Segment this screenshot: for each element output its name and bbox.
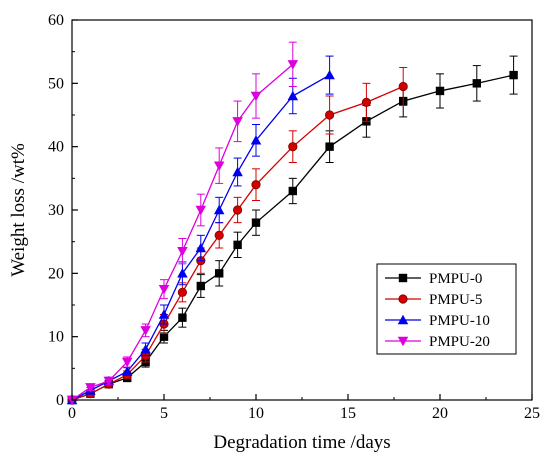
data-point [288, 142, 298, 152]
data-point [177, 287, 187, 297]
x-tick-label: 10 [248, 405, 264, 422]
series-line [71, 63, 294, 401]
data-point [251, 218, 261, 227]
data-point [435, 86, 445, 96]
data-point [509, 70, 518, 80]
legend-marker [397, 314, 409, 325]
y-tick-label: 40 [48, 139, 64, 156]
data-point [251, 180, 261, 190]
data-point [213, 161, 225, 171]
data-point [287, 60, 299, 70]
data-point [158, 309, 170, 319]
data-point [178, 313, 187, 322]
data-point [121, 366, 133, 376]
legend-marker [398, 294, 408, 304]
y-tick-label: 0 [56, 392, 64, 409]
data-point [215, 269, 224, 278]
data-point [213, 204, 225, 215]
legend-item: PMPU-10 [385, 313, 490, 329]
data-point [398, 81, 408, 92]
data-point [177, 268, 188, 278]
data-point [196, 281, 205, 291]
legend-marker [397, 336, 409, 347]
legend-label: PMPU-5 [429, 292, 482, 308]
data-point [159, 332, 169, 341]
x-tick-label: 15 [340, 405, 356, 422]
y-tick-label: 10 [48, 329, 64, 346]
data-point [361, 97, 371, 107]
y-tick-label: 60 [48, 12, 64, 29]
legend-item: PMPU-0 [385, 271, 482, 287]
data-point [472, 79, 481, 88]
axes-layer: 0 5 10 15 20 25 0 10 20 30 40 50 60 [48, 12, 540, 422]
legend-label: PMPU-10 [429, 313, 490, 329]
x-tick-label: 5 [160, 405, 168, 422]
series-pmpu-20 [66, 41, 299, 406]
series-pmpu-10 [66, 55, 335, 405]
data-point [324, 110, 335, 120]
data-point [140, 344, 151, 354]
data-point [195, 242, 207, 253]
y-tick-label: 20 [48, 265, 64, 282]
legend-label: PMPU-20 [429, 334, 490, 350]
y-tick-label: 30 [48, 202, 64, 219]
plot-layer [66, 41, 518, 406]
legend-label: PMPU-0 [429, 271, 482, 287]
data-point [287, 90, 299, 101]
x-tick-label: 25 [524, 405, 540, 422]
y-tick-label: 50 [48, 75, 64, 92]
data-point [177, 246, 188, 257]
data-point [232, 117, 243, 127]
data-point [233, 205, 243, 215]
x-tick-label: 0 [68, 405, 76, 422]
data-point [214, 230, 224, 240]
y-axis-label: Weight loss /wt% [8, 143, 29, 277]
data-point [121, 357, 133, 368]
data-point [250, 91, 262, 102]
data-point [233, 240, 242, 250]
legend-item: PMPU-5 [385, 292, 482, 308]
data-point [288, 186, 297, 196]
x-tick-label: 20 [432, 405, 448, 422]
data-point [232, 166, 243, 177]
legend: PMPU-0 PMPU-5 PMPU-10 PMPU-20 [376, 263, 517, 355]
legend-item: PMPU-20 [385, 334, 490, 350]
data-point [103, 376, 115, 387]
data-point [324, 69, 335, 80]
data-point [325, 142, 334, 151]
legend-marker [398, 273, 408, 283]
data-point [158, 284, 170, 295]
data-point [250, 135, 262, 145]
data-point [140, 326, 151, 336]
data-point [85, 383, 96, 393]
data-point [195, 205, 207, 216]
x-axis-label: Degradation time /days [213, 432, 390, 453]
